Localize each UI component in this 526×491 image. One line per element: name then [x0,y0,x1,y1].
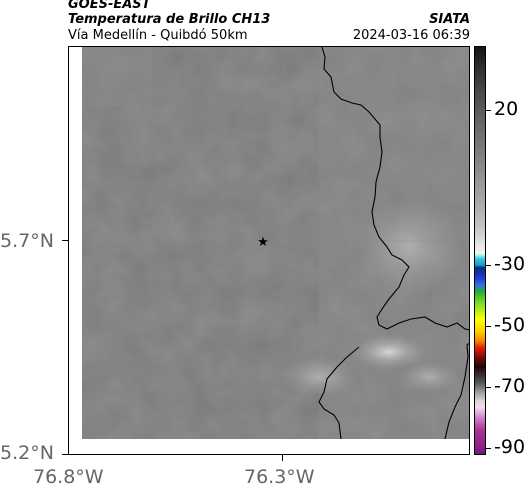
colorbar [474,46,486,455]
y-tick-mark [62,454,68,455]
colorbar-label: -50 [494,314,526,336]
colorbar-label: 20 [494,98,519,120]
colorbar-label: -70 [494,375,526,397]
region-subtitle: Vía Medellín - Quibdó 50km [68,28,248,43]
satellite-map[interactable]: ★ [68,46,470,455]
agency-label: SIATA [429,12,470,27]
y-tick-label: 5.2°N [0,442,54,464]
colorbar-tick [486,448,491,449]
x-tick-label: 76.8°W [33,466,104,488]
x-tick-label: 76.3°W [244,466,315,488]
colorbar-label: -30 [494,253,526,275]
coastline [318,47,469,440]
brightness-temperature-field: ★ [69,47,469,454]
colorbar-tick [486,110,491,111]
star-icon[interactable]: ★ [257,235,269,250]
colorbar-tick [486,326,491,327]
datetime-label: 2024-03-16 06:39 [352,28,470,43]
x-tick-mark [282,455,283,461]
colorbar-tick [486,265,491,266]
y-tick-label: 5.7°N [0,230,54,252]
y-tick-mark [62,240,68,241]
product-title: Temperatura de Brillo CH13 [68,12,271,27]
satellite-title: GOES-EAST [68,0,151,12]
colorbar-label: -90 [494,436,526,458]
colorbar-tick [486,387,491,388]
